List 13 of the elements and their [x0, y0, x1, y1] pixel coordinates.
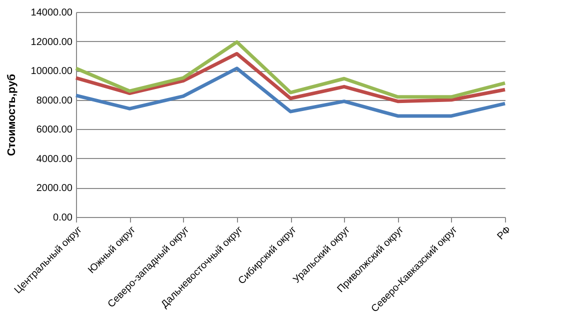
- y-tick-label: 6000.00: [36, 124, 73, 136]
- y-tick-label: 14000.00: [30, 8, 73, 18]
- line-series: [74, 66, 507, 118]
- line-series: [74, 52, 507, 104]
- y-tick-label: 0.00: [53, 212, 73, 224]
- y-tick-label: 2000.00: [36, 183, 73, 194]
- y-tick-label: 8000.00: [36, 95, 73, 106]
- y-axis-title: Стоимость,руб: [6, 74, 18, 156]
- y-tick-label: 4000.00: [36, 154, 73, 165]
- y-tick-label: 12000.00: [30, 36, 73, 48]
- x-tick-label: РФ: [495, 224, 514, 242]
- line-series: [74, 40, 507, 99]
- y-tick-label: 10000.00: [30, 66, 73, 78]
